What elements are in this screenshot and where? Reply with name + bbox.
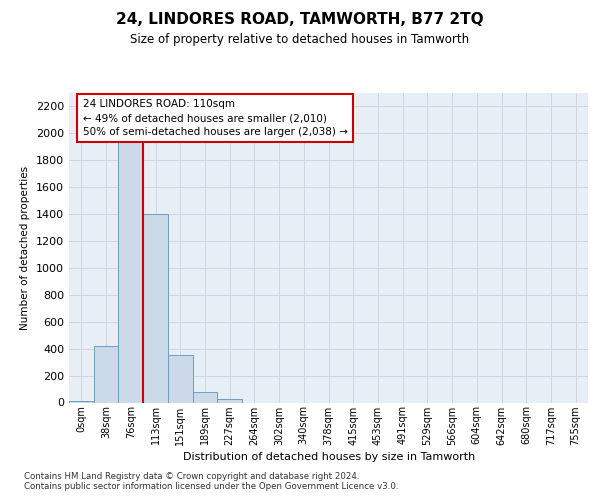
Bar [193,392,217,402]
Text: 24 LINDORES ROAD: 110sqm
← 49% of detached houses are smaller (2,010)
50% of sem: 24 LINDORES ROAD: 110sqm ← 49% of detach… [83,99,347,137]
Text: Contains HM Land Registry data © Crown copyright and database right 2024.: Contains HM Land Registry data © Crown c… [24,472,359,481]
Text: 24, LINDORES ROAD, TAMWORTH, B77 2TQ: 24, LINDORES ROAD, TAMWORTH, B77 2TQ [116,12,484,28]
Text: Distribution of detached houses by size in Tamworth: Distribution of detached houses by size … [182,452,475,462]
Y-axis label: Number of detached properties: Number of detached properties [20,166,31,330]
Bar [143,214,168,402]
Bar [69,401,94,402]
Text: Size of property relative to detached houses in Tamworth: Size of property relative to detached ho… [130,32,470,46]
Bar [217,399,242,402]
Bar [118,132,143,402]
Text: Contains public sector information licensed under the Open Government Licence v3: Contains public sector information licen… [24,482,398,491]
Bar [168,356,193,403]
Bar [94,346,118,403]
